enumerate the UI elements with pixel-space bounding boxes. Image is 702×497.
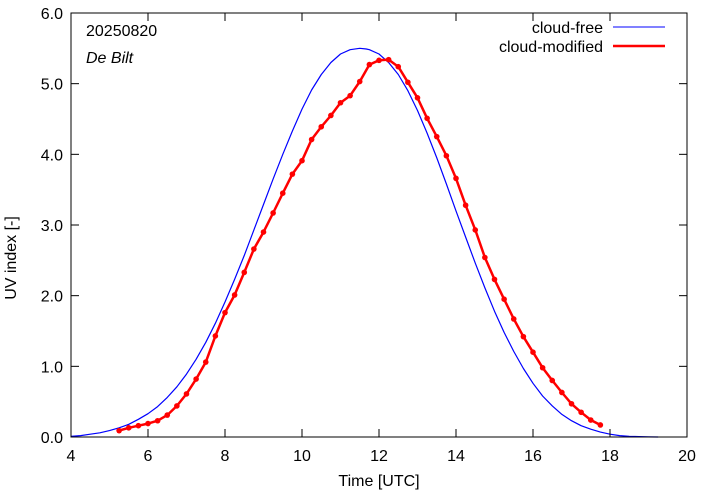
x-tick-label: 12 xyxy=(370,448,388,465)
data-point-cloud-modified xyxy=(578,409,584,416)
x-tick-label: 10 xyxy=(293,448,311,465)
data-point-cloud-modified xyxy=(433,133,440,140)
data-point-cloud-modified xyxy=(279,190,286,196)
y-axis-label: UV index [-] xyxy=(3,216,20,300)
data-point-cloud-modified xyxy=(241,269,248,276)
data-point-cloud-modified xyxy=(491,276,498,283)
data-point-cloud-modified xyxy=(443,152,450,159)
data-point-cloud-modified xyxy=(260,229,267,235)
x-tick-label: 20 xyxy=(678,448,696,465)
data-point-cloud-modified xyxy=(145,420,151,427)
data-point-cloud-modified xyxy=(472,227,479,233)
x-tick-label: 16 xyxy=(524,448,542,465)
y-tick-label: 2.0 xyxy=(41,289,63,306)
data-point-cloud-modified xyxy=(597,422,604,428)
y-tick-label: 6.0 xyxy=(41,6,63,23)
y-tick-label: 0.0 xyxy=(41,430,63,447)
x-tick-label: 4 xyxy=(67,448,76,465)
series-line-cloud-free xyxy=(70,47,659,438)
data-point-cloud-modified xyxy=(356,78,363,85)
data-point-cloud-modified xyxy=(193,376,199,382)
data-point-cloud-modified xyxy=(299,157,305,164)
data-point-cloud-modified xyxy=(125,425,132,431)
legend-label-cloud-modified: cloud-modified xyxy=(499,39,603,56)
data-point-cloud-modified xyxy=(501,296,507,303)
data-point-cloud-modified xyxy=(385,56,392,63)
data-point-cloud-modified xyxy=(482,254,488,261)
data-point-cloud-modified xyxy=(231,292,238,298)
data-point-cloud-modified xyxy=(270,210,276,216)
data-point-cloud-modified xyxy=(395,63,402,70)
data-point-cloud-modified xyxy=(568,400,575,407)
x-tick-label: 8 xyxy=(221,448,230,465)
data-point-cloud-modified xyxy=(289,171,296,177)
data-point-cloud-modified xyxy=(318,123,325,130)
data-point-cloud-modified xyxy=(347,92,353,99)
data-point-cloud-modified xyxy=(453,175,459,182)
series-group xyxy=(70,47,659,438)
x-axis-label: Time [UTC] xyxy=(338,473,419,490)
data-point-cloud-modified xyxy=(414,95,421,101)
plot-frame xyxy=(70,12,688,438)
data-point-cloud-modified xyxy=(174,403,180,409)
x-tick-label: 18 xyxy=(601,448,619,465)
data-point-cloud-modified xyxy=(510,316,517,322)
data-point-cloud-modified xyxy=(405,79,411,86)
data-point-cloud-modified xyxy=(337,99,344,106)
date-annotation: 20250820 xyxy=(86,23,157,40)
data-point-cloud-modified xyxy=(559,389,565,396)
data-point-cloud-modified xyxy=(135,422,142,429)
data-point-cloud-modified xyxy=(462,202,469,209)
y-tick-label: 1.0 xyxy=(41,359,63,376)
data-point-cloud-modified xyxy=(202,359,209,365)
y-tick-label: 3.0 xyxy=(41,218,63,235)
data-point-cloud-modified xyxy=(539,364,546,371)
legend-label-cloud-free: cloud-free xyxy=(532,20,603,37)
x-tick-label: 6 xyxy=(144,448,153,465)
data-point-cloud-modified xyxy=(308,136,315,143)
data-point-cloud-modified xyxy=(154,417,161,424)
data-point-cloud-modified xyxy=(212,333,219,339)
data-point-cloud-modified xyxy=(366,61,373,68)
data-point-cloud-modified xyxy=(183,391,190,397)
data-point-cloud-modified xyxy=(587,417,594,423)
station-annotation: De Bilt xyxy=(86,50,134,67)
data-point-cloud-modified xyxy=(520,333,527,340)
tick-group: 4 6 8 10 12 14 16 18 20 0.0 1.0 2.0 3.0 4.0 5.0 6.0 xyxy=(41,6,696,465)
legend: cloud-free cloud-modified xyxy=(499,20,665,56)
data-point-cloud-modified xyxy=(116,427,122,434)
data-point-cloud-modified xyxy=(424,115,430,122)
data-point-cloud-modified xyxy=(222,309,228,316)
y-tick-label: 4.0 xyxy=(41,147,63,164)
data-point-cloud-modified xyxy=(376,57,382,64)
y-tick-label: 5.0 xyxy=(41,77,63,94)
data-point-cloud-modified xyxy=(164,412,171,418)
data-point-cloud-modified xyxy=(530,349,536,356)
data-point-cloud-modified xyxy=(328,112,334,119)
x-tick-label: 14 xyxy=(447,448,465,465)
data-point-cloud-modified xyxy=(251,246,257,252)
data-point-cloud-modified xyxy=(549,377,556,384)
